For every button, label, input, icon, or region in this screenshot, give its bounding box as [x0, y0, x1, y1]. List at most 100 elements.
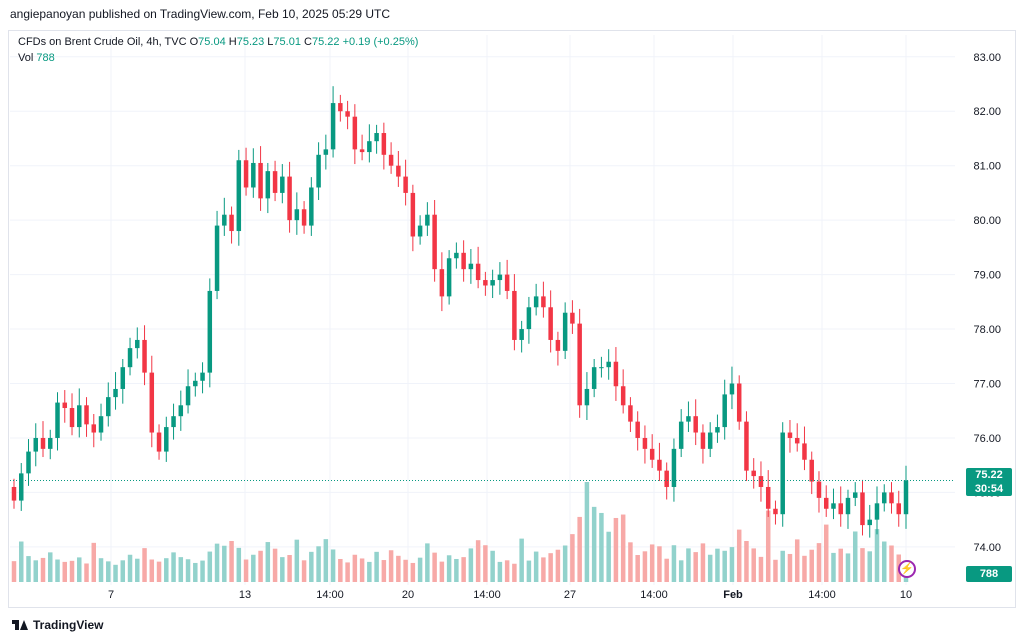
candle-body	[301, 209, 307, 226]
volume-bar	[700, 543, 706, 582]
candle-body	[77, 405, 82, 428]
volume-bar	[780, 550, 785, 582]
candle-body	[200, 372, 205, 381]
legend-o-label: O	[189, 36, 199, 48]
candle-body	[555, 339, 561, 351]
volume-bar	[265, 542, 271, 582]
candle-body	[729, 383, 735, 395]
candle-body	[69, 408, 75, 428]
volume-bar	[120, 560, 126, 582]
price-tick-label: 74.00	[973, 542, 1001, 554]
candle-body	[599, 367, 604, 369]
volume-bar	[287, 555, 292, 582]
volume-bar	[164, 558, 169, 582]
candle-body	[439, 269, 445, 297]
volume-bar	[294, 539, 300, 582]
candle-body	[258, 162, 263, 199]
volume-bar	[359, 558, 365, 582]
candle-body	[19, 473, 24, 501]
candle-body	[809, 459, 814, 482]
volume-bar	[396, 555, 401, 582]
volume-bar	[280, 557, 285, 582]
volume-bar	[867, 551, 872, 582]
volume-bar	[577, 516, 582, 582]
volume-bar	[874, 529, 880, 582]
volume-bar	[773, 559, 778, 582]
candle-body	[765, 486, 771, 509]
volume-bar	[178, 557, 184, 582]
candle-body	[330, 103, 336, 150]
time-tick-label: 14:00	[808, 589, 836, 601]
candle-body	[744, 421, 749, 471]
tradingview-logo-icon	[12, 620, 28, 630]
volume-bar	[84, 563, 89, 582]
volume-bar	[628, 542, 633, 582]
candle-body	[374, 133, 379, 142]
volume-bar	[40, 557, 46, 582]
volume-bar	[62, 561, 68, 582]
time-tick-label: 13	[239, 589, 251, 601]
volume-bar	[127, 554, 133, 582]
volume-bar	[831, 552, 836, 582]
flash-icon[interactable]: ⚡	[898, 560, 916, 578]
price-tick-label: 82.00	[973, 106, 1001, 118]
price-tick-label: 79.00	[973, 270, 1001, 282]
volume-bar	[664, 558, 669, 582]
volume-bar	[149, 559, 155, 582]
volume-bar	[468, 548, 474, 582]
candle-body	[352, 116, 358, 150]
candle-body	[251, 162, 256, 188]
candle-body	[294, 209, 300, 221]
volume-bar	[55, 559, 60, 582]
tradingview-brand: TradingView	[33, 618, 104, 632]
volume-bar	[548, 553, 553, 582]
candle-body	[497, 274, 503, 281]
time-tick-label: Feb	[723, 589, 743, 601]
volume-bar	[787, 553, 793, 582]
volume-bar	[207, 551, 213, 582]
volume-bar	[33, 560, 39, 582]
candle-body	[816, 481, 822, 498]
volume-bar	[229, 540, 234, 582]
candle-body	[26, 451, 31, 474]
legend-ohlc-row: CFDs on Brent Crude Oil, 4h, TVC O75.04 …	[18, 34, 418, 50]
legend-vol-value: 788	[36, 52, 55, 64]
legend-high-value: 75.23	[236, 36, 265, 48]
volume-bar	[678, 560, 684, 582]
volume-bar	[272, 548, 278, 582]
volume-bar	[606, 531, 611, 582]
volume-bar	[765, 510, 771, 582]
volume-bar	[686, 548, 691, 582]
volume-bar	[889, 545, 894, 582]
candle-body	[874, 503, 880, 520]
candle-body	[504, 274, 510, 291]
volume-bar	[794, 539, 800, 582]
volume-bar	[338, 558, 343, 582]
time-tick-label: 14:00	[473, 589, 501, 601]
candle-body	[570, 312, 575, 324]
volume-bar	[475, 540, 481, 582]
volume-bar	[11, 561, 17, 582]
volume-bar	[570, 534, 575, 582]
volume-bar	[330, 549, 336, 582]
candle-body	[454, 252, 459, 259]
candle-body	[896, 503, 901, 515]
candle-body	[722, 394, 727, 428]
volume-bar	[533, 551, 539, 582]
candle-body	[548, 307, 553, 340]
candle-body	[185, 386, 191, 406]
candle-body	[686, 416, 691, 422]
legend-change: +0.19 (+0.25%)	[342, 36, 419, 48]
candle-body	[773, 508, 778, 515]
candle-body	[91, 424, 97, 433]
last-price-tag: 75.22 30:54	[966, 468, 1012, 496]
volume-bar	[388, 550, 394, 582]
candle-body	[649, 448, 655, 460]
candle-body	[33, 437, 39, 452]
volume-bar	[309, 551, 314, 582]
volume-bar	[823, 524, 829, 582]
legend-open-value: 75.04	[198, 36, 226, 48]
tradingview-logo[interactable]: TradingView	[12, 618, 103, 632]
volume-bar	[512, 563, 517, 582]
